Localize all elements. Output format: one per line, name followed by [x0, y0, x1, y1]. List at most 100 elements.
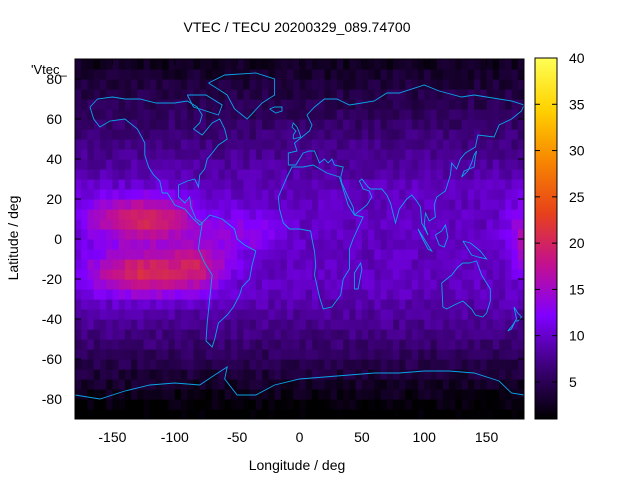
heatmap-cell: [492, 349, 500, 360]
heatmap-cell: [380, 239, 388, 250]
heatmap-cell: [199, 369, 207, 380]
heatmap-cell: [149, 249, 157, 260]
heatmap-cell: [274, 159, 282, 170]
heatmap-cell: [174, 229, 182, 240]
heatmap-cell: [492, 179, 500, 190]
heatmap-cell: [293, 319, 301, 330]
heatmap-cell: [455, 199, 463, 210]
heatmap-cell: [168, 379, 176, 390]
heatmap-cell: [174, 149, 182, 160]
heatmap-cell: [324, 189, 332, 200]
heatmap-cell: [249, 179, 257, 190]
heatmap-cell: [181, 229, 188, 240]
heatmap-cell: [442, 139, 450, 150]
heatmap-cell: [393, 209, 400, 220]
heatmap-cell: [399, 89, 407, 100]
heatmap-cell: [293, 169, 301, 180]
heatmap-cell: [143, 379, 151, 390]
heatmap-cell: [118, 89, 126, 100]
heatmap-cell: [380, 259, 388, 270]
heatmap-cell: [106, 209, 114, 220]
heatmap-cell: [311, 339, 319, 350]
heatmap-cell: [168, 319, 176, 330]
heatmap-cell: [212, 209, 220, 220]
heatmap-cell: [118, 289, 126, 300]
heatmap-cell: [430, 349, 438, 360]
heatmap-cell: [330, 399, 338, 410]
heatmap-cell: [93, 109, 101, 120]
heatmap-cell: [112, 329, 120, 340]
heatmap-cell: [380, 299, 388, 310]
heatmap-cell: [280, 119, 288, 130]
heatmap-cell: [149, 409, 157, 419]
heatmap-cell: [405, 209, 413, 220]
heatmap-cell: [87, 99, 95, 110]
heatmap-cell: [143, 329, 151, 340]
heatmap-cell: [156, 129, 163, 140]
heatmap-cell: [255, 229, 263, 240]
heatmap-cell: [137, 89, 145, 100]
heatmap-cell: [393, 99, 400, 110]
heatmap-cell: [324, 349, 332, 360]
heatmap-cell: [199, 349, 207, 360]
heatmap-cell: [199, 169, 207, 180]
heatmap-cell: [318, 269, 326, 280]
heatmap-cell: [181, 189, 188, 200]
heatmap-cell: [467, 279, 475, 290]
heatmap-cell: [156, 159, 163, 170]
heatmap-cell: [399, 69, 407, 80]
heatmap-cell: [480, 59, 488, 70]
heatmap-cell: [218, 389, 226, 400]
heatmap-cell: [137, 329, 145, 340]
heatmap-cell: [311, 209, 319, 220]
heatmap-cell: [355, 389, 363, 400]
heatmap-cell: [243, 379, 251, 390]
heatmap-cell: [274, 209, 282, 220]
heatmap-cell: [442, 409, 450, 419]
heatmap-cell: [87, 129, 95, 140]
heatmap-cell: [405, 129, 413, 140]
heatmap-cell: [262, 319, 269, 330]
heatmap-cell: [336, 209, 344, 220]
heatmap-cell: [430, 229, 438, 240]
heatmap-cell: [455, 289, 463, 300]
heatmap-cell: [293, 349, 301, 360]
heatmap-cell: [137, 199, 145, 210]
heatmap-cell: [181, 89, 188, 100]
heatmap-cell: [442, 359, 450, 370]
heatmap-cell: [405, 299, 413, 310]
heatmap-cell: [162, 89, 170, 100]
heatmap-cell: [243, 329, 251, 340]
heatmap-cell: [268, 369, 276, 380]
heatmap-cell: [380, 129, 388, 140]
heatmap-cell: [449, 139, 457, 150]
heatmap-cell: [486, 79, 494, 90]
heatmap-cell: [399, 249, 407, 260]
heatmap-cell: [417, 149, 425, 160]
heatmap-cell: [255, 249, 263, 260]
heatmap-cell: [124, 249, 132, 260]
heatmap-cell: [417, 59, 425, 70]
heatmap-cell: [174, 199, 182, 210]
heatmap-cell: [517, 229, 524, 240]
heatmap-cell: [112, 279, 120, 290]
heatmap-cell: [399, 209, 407, 220]
heatmap-cell: [262, 229, 269, 240]
heatmap-cell: [474, 279, 481, 290]
heatmap-cell: [324, 229, 332, 240]
heatmap-cell: [374, 89, 382, 100]
heatmap-cell: [230, 89, 238, 100]
heatmap-cell: [405, 169, 413, 180]
heatmap-cell: [442, 179, 450, 190]
heatmap-cell: [424, 89, 432, 100]
heatmap-cell: [417, 349, 425, 360]
heatmap-cell: [218, 79, 226, 90]
heatmap-cell: [243, 339, 251, 350]
heatmap-cell: [374, 129, 382, 140]
heatmap-cell: [124, 279, 132, 290]
heatmap-cell: [449, 289, 457, 300]
heatmap-cell: [349, 199, 357, 210]
heatmap-cell: [480, 369, 488, 380]
heatmap-cell: [143, 319, 151, 330]
heatmap-cell: [417, 169, 425, 180]
